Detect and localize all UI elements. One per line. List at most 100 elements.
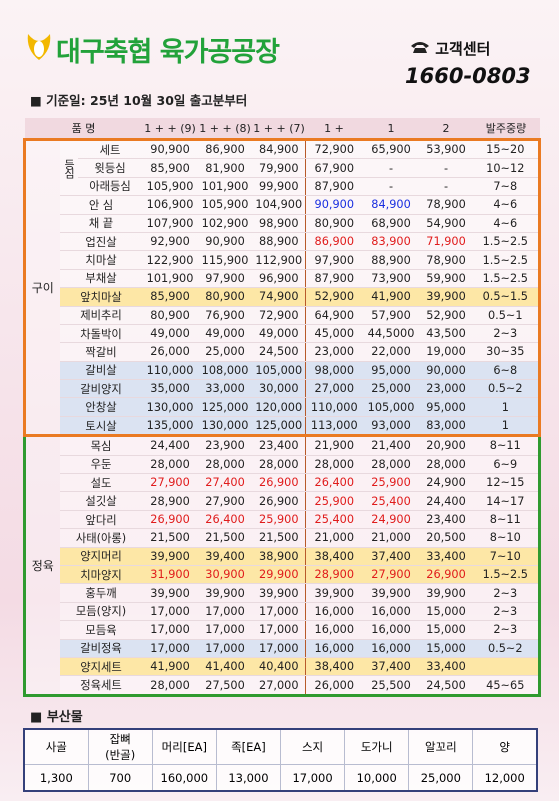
price-cell: 41,900	[362, 287, 420, 307]
item-name: 모듬(양지)	[59, 602, 143, 622]
byproduct-price: 10,000	[344, 764, 410, 792]
item-name: 앞치마살	[59, 287, 143, 307]
price-cell: 49,000	[252, 324, 306, 344]
section-label: 정육	[24, 435, 60, 696]
weight-cell: 1	[472, 397, 540, 417]
price-cell: 21,500	[197, 528, 253, 548]
item-name: 양지머리	[59, 547, 143, 566]
item-row: 양지머리 39,900 39,400 38,900 38,400 37,400 33,400…	[25, 547, 540, 566]
price-cell: 25,000	[362, 379, 420, 399]
price-cell: 112,900	[252, 250, 306, 270]
item-row: 구이 등심 세트 90,900 86,900 84,900 72,900 65,900 53,9…	[24, 139, 540, 437]
weight-cell: 2~3	[472, 324, 540, 344]
item-row: 모듬(양지) 17,000 17,000 17,000 16,000 16,000 15,0…	[25, 602, 540, 622]
price-cell: 15,000	[419, 639, 473, 658]
item-row: 안창살 130,000 125,000 120,000 110,000 105,000 95…	[25, 397, 540, 417]
price-cell: 33,000	[197, 379, 253, 399]
price-cell: 90,000	[419, 361, 473, 381]
price-cell: 23,400	[419, 510, 473, 530]
price-cell: -	[362, 177, 420, 197]
price-cell: 72,900	[305, 139, 363, 160]
item-name: 치마양지	[59, 565, 143, 585]
item-name: 채 끝	[59, 214, 143, 233]
price-cell: 27,000	[305, 379, 363, 399]
price-cell: 16,000	[362, 602, 420, 622]
item-row: 정육세트 28,000 27,500 27,000 26,000 25,500 24,500…	[25, 675, 540, 696]
item-name: 설도	[59, 473, 143, 493]
weight-cell: 12~15	[472, 473, 540, 493]
price-cell: 78,900	[419, 250, 473, 270]
item-row: 설깃살 28,900 27,900 26,900 25,900 25,400 24,400 1…	[25, 491, 540, 511]
price-cell: 76,900	[197, 306, 253, 325]
price-cell: 83,000	[419, 416, 473, 437]
price-cell: 67,900	[305, 158, 363, 178]
item-row: 차돌박이 49,000 49,000 49,000 45,000 44,5000 43,50…	[25, 324, 540, 344]
item-row: 아래등심 105,900 101,900 99,900 87,900- -7~8	[25, 177, 540, 197]
price-cell: 26,000	[305, 675, 363, 696]
item-name: 모듬육	[59, 620, 143, 640]
item-row: 우둔 28,000 28,000 28,000 28,000 28,000 28,000 6~…	[25, 455, 540, 475]
price-cell: 85,900	[142, 287, 198, 307]
price-cell: 92,900	[142, 232, 198, 252]
price-cell: 20,900	[419, 435, 473, 456]
price-cell: 54,900	[419, 214, 473, 233]
price-cell: 16,000	[362, 639, 420, 658]
item-name: 양지세트	[59, 657, 143, 677]
price-cell: 26,900	[252, 491, 306, 511]
price-cell: 17,000	[142, 639, 198, 658]
item-row: 업진살 92,900 90,900 88,900 86,900 83,900 71,900 1…	[25, 232, 540, 252]
item-name: 사태(아롱)	[59, 528, 143, 548]
item-row: 사태(아롱) 21,500 21,500 21,500 21,000 21,000 20,5…	[25, 528, 540, 548]
price-cell: 83,900	[362, 232, 420, 252]
price-cell: 49,000	[197, 324, 253, 344]
section: 구이 등심 세트 90,900 86,900 84,900 72,900 65,900 53,9…	[24, 139, 540, 437]
item-name: 갈비정육	[59, 639, 143, 658]
byproduct-price: 700	[87, 764, 153, 792]
price-cell: 78,900	[419, 195, 473, 215]
price-cell: 15,000	[419, 602, 473, 622]
price-cell: 68,900	[362, 214, 420, 233]
price-cell: 101,900	[142, 269, 198, 289]
item-row: 채 끝 107,900 102,900 98,900 80,900 68,900 54,90…	[25, 214, 540, 233]
weight-cell: 1.5~2.5	[472, 232, 540, 252]
price-cell: 39,900	[197, 583, 253, 603]
price-cell: 28,000	[142, 675, 198, 696]
price-cell: 16,000	[305, 602, 363, 622]
weight-cell: 1.5~2.5	[472, 269, 540, 289]
byproduct-price: 12,000	[472, 764, 538, 792]
section-label: 구이	[24, 139, 60, 437]
price-cell: 71,900	[419, 232, 473, 252]
price-cell: 113,000	[305, 416, 363, 437]
item-name: 윗등심	[77, 158, 143, 178]
price-cell: 39,400	[197, 547, 253, 566]
price-cell: 33,400	[419, 547, 473, 566]
header-cell: 1	[362, 118, 420, 140]
price-cell: 97,900	[197, 269, 253, 289]
price-cell: 37,400	[362, 657, 420, 677]
service-label: 고객센터	[410, 38, 490, 59]
price-cell: 98,900	[252, 214, 306, 233]
price-cell: 38,400	[305, 547, 363, 566]
item-name: 치마살	[59, 250, 143, 270]
price-cell: 80,900	[305, 214, 363, 233]
price-cell: 28,000	[197, 455, 253, 475]
item-row: 치마살 122,900 115,900 112,900 97,900 88,900 78,9…	[25, 250, 540, 270]
byproduct-name: 머리[EA]	[151, 728, 217, 765]
price-cell: 26,900	[419, 565, 473, 585]
header-cell: 1 +	[305, 118, 363, 140]
price-cell: 22,000	[362, 342, 420, 362]
price-cell: 17,000	[142, 602, 198, 622]
price-cell: 39,900	[419, 583, 473, 603]
price-cell: 105,900	[197, 195, 253, 215]
price-cell: 26,400	[197, 510, 253, 530]
price-cell: 17,000	[252, 620, 306, 640]
item-row: 앞다리 26,900 26,400 25,900 25,400 24,900 23,400 8…	[25, 510, 540, 530]
price-cell: 90,900	[305, 195, 363, 215]
header-cell: 품 명	[24, 118, 143, 140]
price-cell: 28,000	[362, 455, 420, 475]
weight-cell: 0.5~2	[472, 379, 540, 399]
price-cell: 21,900	[305, 435, 363, 456]
price-cell: 49,000	[142, 324, 198, 344]
price-cell: 16,000	[305, 639, 363, 658]
